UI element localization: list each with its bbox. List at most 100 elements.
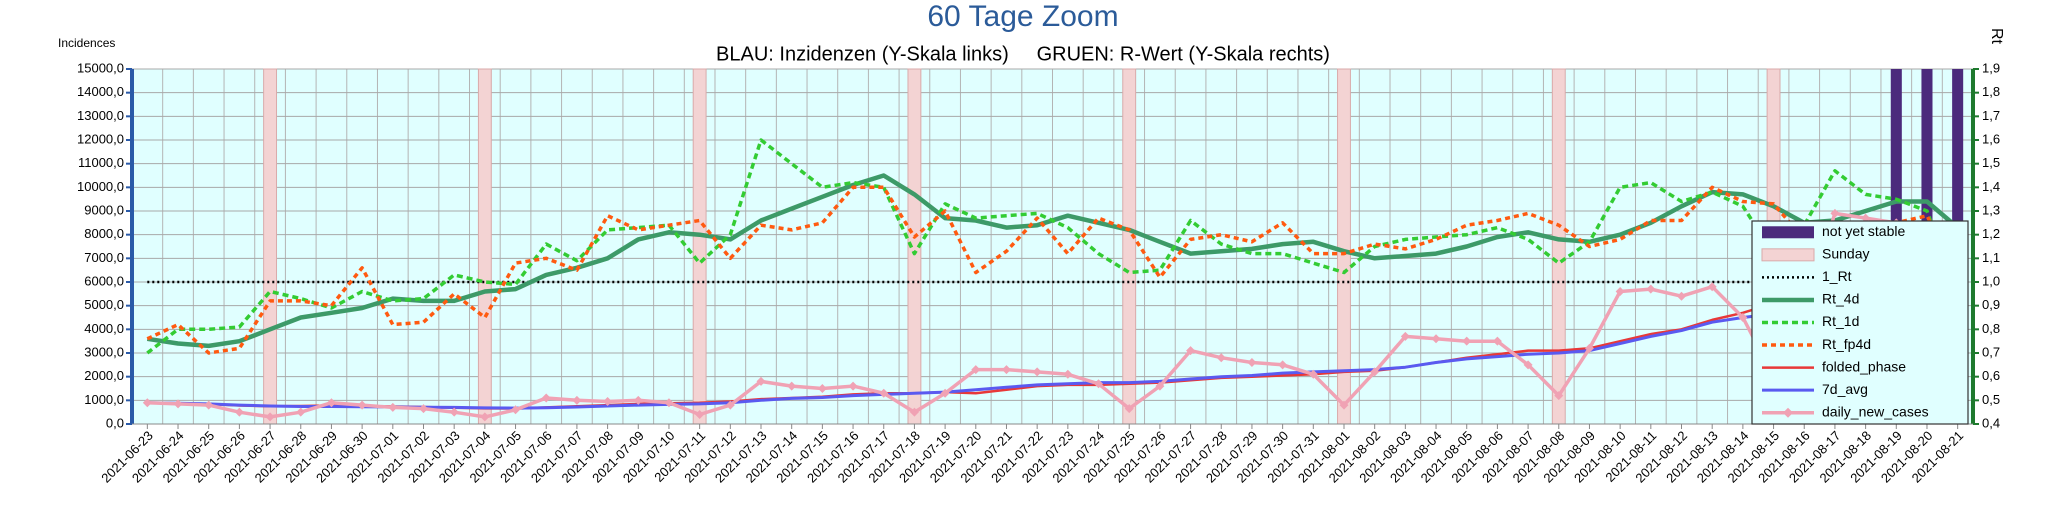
- bar: [477, 68, 492, 425]
- marker: [909, 407, 919, 417]
- legend-swatch: [1761, 248, 1815, 262]
- y-tick-label: 7000,0: [84, 250, 124, 265]
- legend-label: daily_new_cases: [1822, 403, 1929, 419]
- marker: [1492, 336, 1502, 346]
- marker: [1615, 286, 1625, 296]
- bar: [692, 68, 707, 425]
- y-axis-label: Incidences: [58, 36, 115, 50]
- legend-label: Rt_4d: [1822, 291, 1859, 307]
- marker: [879, 388, 889, 398]
- legend-label: 1_Rt: [1822, 268, 1852, 284]
- y-tick-label: 3000,0: [84, 344, 124, 359]
- marker: [1584, 343, 1594, 353]
- y2-tick-label: 1,6: [1982, 131, 2000, 146]
- marker: [1308, 369, 1318, 379]
- legend-marker: [1783, 407, 1793, 418]
- y2-tick-label: 1,9: [1982, 60, 2000, 75]
- y-tick-label: 2000,0: [84, 368, 124, 383]
- bar: [1551, 68, 1566, 425]
- marker: [1646, 284, 1656, 294]
- marker: [1554, 391, 1564, 401]
- y-tick-label: 6000,0: [84, 273, 124, 288]
- marker: [418, 404, 428, 414]
- y-tick-label: 9000,0: [84, 202, 124, 217]
- marker: [234, 407, 244, 417]
- marker: [142, 398, 152, 408]
- y2-tick-label: 1,3: [1982, 202, 2000, 217]
- marker: [1186, 346, 1196, 356]
- marker: [971, 365, 981, 375]
- marker: [1063, 369, 1073, 379]
- y2-tick-label: 1,2: [1982, 226, 2000, 241]
- y-tick-label: 13000,0: [77, 108, 124, 123]
- marker: [326, 398, 336, 408]
- marker: [664, 398, 674, 408]
- y-tick-label: 15000,0: [77, 60, 124, 75]
- marker: [787, 381, 797, 391]
- y-tick-label: 12000,0: [77, 131, 124, 146]
- marker: [1001, 365, 1011, 375]
- marker: [1216, 353, 1226, 363]
- marker: [204, 400, 214, 410]
- marker: [1094, 379, 1104, 389]
- y2-tick-label: 1,1: [1982, 250, 2000, 265]
- legend-swatch: [1762, 226, 1814, 239]
- line-series: [147, 211, 1960, 419]
- y2-tick-label: 0,6: [1982, 368, 2000, 383]
- y2-tick-label: 0,7: [1982, 344, 2000, 359]
- legend-label: Rt_1d: [1822, 313, 1859, 329]
- marker: [725, 400, 735, 410]
- marker: [1247, 357, 1257, 367]
- y2-tick-label: 1,7: [1982, 108, 2000, 123]
- y2-tick-label: 0,5: [1982, 392, 2000, 407]
- marker: [603, 397, 613, 407]
- marker: [511, 405, 521, 415]
- marker: [1462, 336, 1472, 346]
- y-tick-label: 1000,0: [84, 392, 124, 407]
- y-tick-label: 5000,0: [84, 297, 124, 312]
- y2-axis-label: Rt: [1988, 28, 2005, 45]
- y2-tick-label: 1,5: [1982, 155, 2000, 170]
- marker: [1155, 381, 1165, 391]
- legend-label: Sunday: [1822, 246, 1869, 262]
- marker: [357, 400, 367, 410]
- marker: [296, 407, 306, 417]
- marker: [848, 381, 858, 391]
- marker: [1738, 313, 1748, 322]
- bar: [1122, 68, 1137, 425]
- marker: [1830, 208, 1840, 218]
- marker: [1861, 213, 1871, 223]
- y-tick-label: 8000,0: [84, 226, 124, 241]
- line-series: [147, 266, 1958, 410]
- y-tick-label: 0,0: [106, 415, 124, 430]
- line-series: [146, 185, 1960, 355]
- marker: [1278, 360, 1288, 370]
- marker: [940, 388, 950, 398]
- marker: [1400, 331, 1410, 341]
- marker: [817, 384, 827, 393]
- legend-label: not yet stable: [1822, 223, 1905, 239]
- y2-tick-label: 1,0: [1982, 273, 2000, 288]
- y2-tick-label: 0,8: [1982, 321, 2000, 336]
- y2-tick-label: 1,4: [1982, 179, 2000, 194]
- y2-tick-label: 1,8: [1982, 84, 2000, 99]
- y-tick-label: 11000,0: [78, 155, 124, 170]
- legend-label: folded_phase: [1822, 358, 1906, 374]
- marker: [1523, 360, 1533, 370]
- y-tick-label: 10000,0: [77, 179, 124, 194]
- bar: [263, 68, 278, 425]
- marker: [388, 402, 398, 412]
- legend-label: 7d_avg: [1822, 381, 1868, 397]
- marker: [633, 395, 643, 405]
- chart-subtitle: BLAU: Inzidenzen (Y-Skala links) GRUEN: …: [716, 43, 1330, 65]
- marker: [1431, 334, 1441, 344]
- marker: [173, 399, 183, 409]
- y2-tick-label: 0,4: [1982, 415, 2000, 430]
- marker: [1339, 400, 1349, 410]
- y-tick-label: 14000,0: [77, 84, 124, 99]
- marker: [756, 376, 766, 386]
- line-series: [146, 138, 1960, 355]
- marker: [265, 412, 275, 422]
